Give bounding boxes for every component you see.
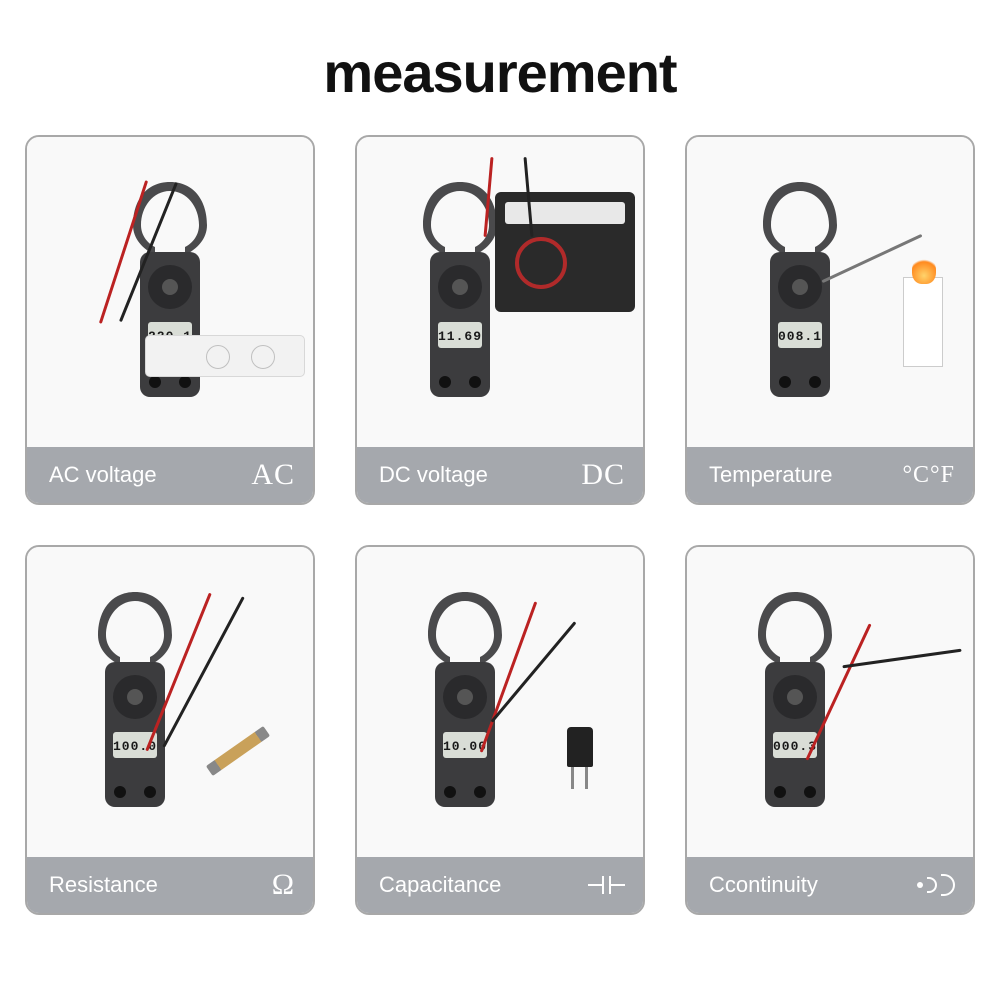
caption-label: Ccontinuity bbox=[709, 872, 818, 898]
caption-symbol: °C°F bbox=[902, 462, 955, 489]
lighter-flame-icon bbox=[903, 277, 943, 367]
card-capacitance: 10.00 Capacitance bbox=[355, 545, 645, 915]
card-ac-voltage: 220.1 AC voltage AC bbox=[25, 135, 315, 505]
card-caption: Ccontinuity bbox=[687, 857, 973, 913]
card-resistance: 100.0 Resistance Ω bbox=[25, 545, 315, 915]
capacitor-symbol-icon bbox=[588, 876, 625, 894]
card-temperature: 008.1 Temperature °C°F bbox=[685, 135, 975, 505]
power-strip-icon bbox=[145, 335, 305, 377]
caption-symbol: Ω bbox=[272, 868, 295, 902]
card-image: 008.1 bbox=[687, 137, 973, 447]
battery-icon bbox=[495, 192, 635, 312]
clamp-meter-icon: 10.00 bbox=[410, 587, 520, 817]
clamp-meter-icon: 008.1 bbox=[745, 177, 855, 407]
card-image: 000.3 bbox=[687, 547, 973, 857]
resistor-icon bbox=[206, 726, 270, 776]
lcd-readout: 008.1 bbox=[778, 329, 822, 344]
caption-label: DC voltage bbox=[379, 462, 488, 488]
caption-label: Resistance bbox=[49, 872, 158, 898]
probe-black-icon bbox=[842, 649, 961, 669]
clamp-meter-icon: 100.0 bbox=[80, 587, 190, 817]
card-caption: Resistance Ω bbox=[27, 857, 313, 913]
card-dc-voltage: 11.69 DC voltage DC bbox=[355, 135, 645, 505]
page-title: measurement bbox=[323, 40, 676, 105]
card-caption: Capacitance bbox=[357, 857, 643, 913]
card-image: 10.00 bbox=[357, 547, 643, 857]
caption-symbol: DC bbox=[581, 458, 625, 492]
card-caption: AC voltage AC bbox=[27, 447, 313, 503]
card-image: 220.1 bbox=[27, 137, 313, 447]
card-image: 100.0 bbox=[27, 547, 313, 857]
card-image: 11.69 bbox=[357, 137, 643, 447]
capacitor-component-icon bbox=[567, 727, 593, 767]
card-continuity: 000.3 Ccontinuity bbox=[685, 545, 975, 915]
caption-label: Capacitance bbox=[379, 872, 501, 898]
caption-label: AC voltage bbox=[49, 462, 157, 488]
card-grid: 220.1 AC voltage AC 11.69 bbox=[25, 135, 975, 915]
continuity-symbol-icon bbox=[917, 874, 955, 896]
card-caption: Temperature °C°F bbox=[687, 447, 973, 503]
card-caption: DC voltage DC bbox=[357, 447, 643, 503]
lcd-readout: 11.69 bbox=[438, 329, 482, 344]
caption-symbol: AC bbox=[251, 458, 295, 492]
caption-label: Temperature bbox=[709, 462, 833, 488]
